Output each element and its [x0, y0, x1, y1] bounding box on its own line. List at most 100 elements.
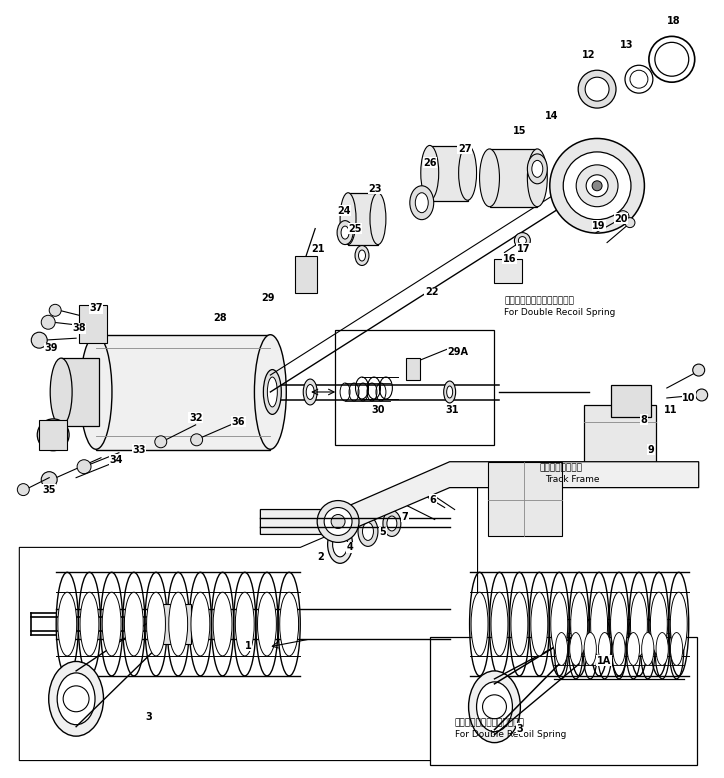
Text: 5: 5: [379, 527, 387, 538]
Ellipse shape: [328, 525, 353, 563]
Text: 9: 9: [647, 445, 654, 455]
Ellipse shape: [146, 592, 166, 656]
Text: 39: 39: [44, 343, 58, 353]
Ellipse shape: [447, 386, 452, 398]
Text: 18: 18: [667, 16, 681, 26]
Circle shape: [617, 211, 629, 223]
Text: 30: 30: [371, 405, 384, 415]
Ellipse shape: [383, 510, 401, 537]
Ellipse shape: [610, 592, 628, 656]
Ellipse shape: [387, 516, 397, 531]
Ellipse shape: [468, 671, 521, 743]
Ellipse shape: [355, 246, 369, 265]
Bar: [430, 637, 696, 765]
Ellipse shape: [591, 592, 607, 656]
Text: 2: 2: [317, 552, 324, 562]
Circle shape: [77, 460, 91, 474]
Bar: [494, 258, 523, 283]
Ellipse shape: [555, 633, 568, 665]
Ellipse shape: [331, 514, 345, 528]
Bar: [489, 149, 537, 207]
Circle shape: [190, 434, 203, 446]
Bar: [161, 605, 190, 644]
Ellipse shape: [370, 193, 386, 244]
Ellipse shape: [341, 226, 349, 239]
Ellipse shape: [656, 633, 668, 665]
Text: 13: 13: [620, 40, 634, 51]
Ellipse shape: [191, 592, 210, 656]
Ellipse shape: [358, 250, 366, 261]
Text: 31: 31: [445, 405, 458, 415]
Text: 15: 15: [513, 126, 526, 136]
Text: 23: 23: [369, 184, 382, 194]
Text: 25: 25: [348, 223, 362, 233]
Text: 12: 12: [582, 51, 596, 60]
Text: 27: 27: [458, 144, 471, 154]
Ellipse shape: [363, 523, 374, 541]
Ellipse shape: [641, 633, 654, 665]
Ellipse shape: [476, 682, 513, 731]
Circle shape: [696, 389, 707, 401]
Ellipse shape: [332, 532, 348, 557]
Text: 3: 3: [516, 724, 523, 734]
Circle shape: [49, 304, 61, 317]
Text: 17: 17: [517, 244, 530, 254]
Ellipse shape: [631, 592, 647, 656]
Circle shape: [155, 436, 167, 448]
Ellipse shape: [585, 77, 609, 101]
Circle shape: [37, 419, 69, 450]
Bar: [348, 193, 378, 244]
Circle shape: [31, 332, 47, 349]
Ellipse shape: [303, 379, 317, 405]
Text: For Double Recoil Spring: For Double Recoil Spring: [505, 308, 616, 317]
Ellipse shape: [458, 145, 476, 200]
Circle shape: [518, 237, 526, 244]
Ellipse shape: [531, 592, 548, 656]
Text: 26: 26: [423, 158, 437, 168]
Text: 3: 3: [146, 712, 152, 722]
Circle shape: [693, 364, 704, 376]
Bar: [39, 420, 67, 450]
Ellipse shape: [125, 592, 143, 656]
Ellipse shape: [80, 592, 99, 656]
Ellipse shape: [80, 335, 112, 449]
Circle shape: [625, 218, 635, 228]
Ellipse shape: [576, 165, 618, 207]
Ellipse shape: [235, 592, 254, 656]
Ellipse shape: [613, 633, 625, 665]
Bar: [584, 405, 656, 467]
Ellipse shape: [444, 381, 455, 403]
Ellipse shape: [102, 592, 121, 656]
Bar: [335, 330, 494, 445]
Text: 1: 1: [245, 641, 252, 651]
Ellipse shape: [650, 592, 668, 656]
Ellipse shape: [58, 592, 77, 656]
Text: 14: 14: [544, 111, 558, 121]
Text: 37: 37: [89, 303, 103, 314]
Text: Track Frame: Track Frame: [545, 475, 599, 484]
Circle shape: [41, 471, 57, 488]
Ellipse shape: [627, 633, 639, 665]
Text: 11: 11: [664, 405, 678, 415]
Ellipse shape: [267, 377, 277, 407]
Ellipse shape: [527, 149, 547, 207]
Ellipse shape: [213, 592, 232, 656]
Bar: [96, 335, 270, 450]
Ellipse shape: [264, 370, 282, 415]
Text: 24: 24: [337, 205, 351, 216]
Ellipse shape: [670, 592, 687, 656]
Ellipse shape: [550, 138, 644, 233]
Ellipse shape: [258, 592, 277, 656]
Ellipse shape: [50, 358, 72, 426]
Bar: [295, 255, 317, 293]
Ellipse shape: [317, 500, 359, 542]
Text: 16: 16: [502, 254, 516, 264]
Ellipse shape: [169, 592, 188, 656]
Polygon shape: [261, 461, 699, 534]
Text: 36: 36: [232, 417, 245, 427]
Ellipse shape: [563, 152, 631, 219]
Text: トラックフレーム: トラックフレーム: [539, 463, 582, 472]
Circle shape: [482, 695, 507, 719]
Bar: [406, 358, 420, 380]
Text: 28: 28: [214, 314, 227, 324]
